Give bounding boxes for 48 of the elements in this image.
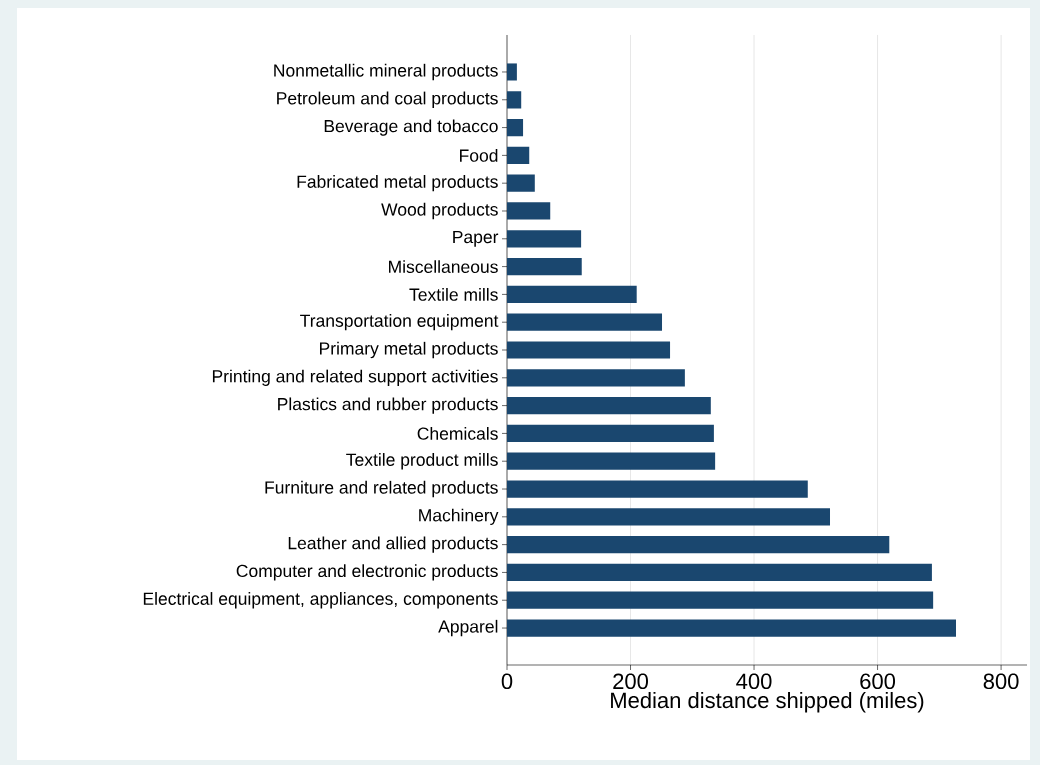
x-tick-label: 400 xyxy=(736,673,772,690)
bar xyxy=(507,508,831,526)
bar xyxy=(507,146,530,164)
bar xyxy=(507,202,551,220)
bar xyxy=(507,230,582,248)
x-tick-label: 600 xyxy=(860,673,896,690)
y-tick-label: Miscellaneous xyxy=(389,260,498,274)
y-tick-label: Wood products xyxy=(381,202,498,220)
bar xyxy=(507,396,711,415)
y-tick-label: Furniture and related products xyxy=(265,480,498,498)
x-tick-label: 800 xyxy=(983,673,1019,690)
y-tick-label: Apparel xyxy=(438,619,498,637)
y-tick-label: Beverage and tobacco xyxy=(324,119,498,136)
x-axis-title: Median distance shipped (miles) xyxy=(611,691,924,713)
bar xyxy=(507,313,663,331)
bar xyxy=(507,536,890,554)
bar xyxy=(507,63,517,81)
x-tick-label: 200 xyxy=(613,673,648,690)
bar xyxy=(507,424,714,443)
y-tick-label: Plastics and rubber products xyxy=(278,397,498,414)
bar xyxy=(507,591,934,609)
y-tick-label: Primary metal products xyxy=(320,341,498,359)
bar xyxy=(507,341,671,359)
x-tick-label: 0 xyxy=(501,673,513,690)
y-tick-label: Textile product mills xyxy=(346,453,498,470)
bar xyxy=(507,91,522,109)
bar xyxy=(507,118,524,137)
bar xyxy=(507,369,685,387)
bar xyxy=(507,257,582,276)
y-tick-label: Petroleum and coal products xyxy=(277,91,498,108)
y-tick-label: Paper xyxy=(453,230,499,247)
y-tick-label: Electrical equipment, appliances, components xyxy=(143,592,498,609)
y-tick-label: Textile mills xyxy=(409,287,498,301)
y-tick-label: Transportation equipment xyxy=(300,314,499,331)
y-tick-label: Food xyxy=(460,148,498,162)
bar xyxy=(507,452,716,470)
bar xyxy=(507,480,808,498)
bar xyxy=(507,619,956,637)
y-tick-label: Printing and related support activities xyxy=(212,369,498,386)
y-tick-label: Nonmetallic mineral products xyxy=(274,63,498,81)
bar xyxy=(507,563,932,582)
y-tick-label: Computer and electronic products xyxy=(236,564,498,581)
y-tick-label: Machinery xyxy=(419,508,499,525)
bar xyxy=(507,285,637,304)
bar xyxy=(507,174,535,192)
y-tick-label: Fabricated metal products xyxy=(297,175,498,192)
y-tick-label: Leather and allied products xyxy=(288,536,498,553)
y-tick-label: Chemicals xyxy=(417,426,498,440)
